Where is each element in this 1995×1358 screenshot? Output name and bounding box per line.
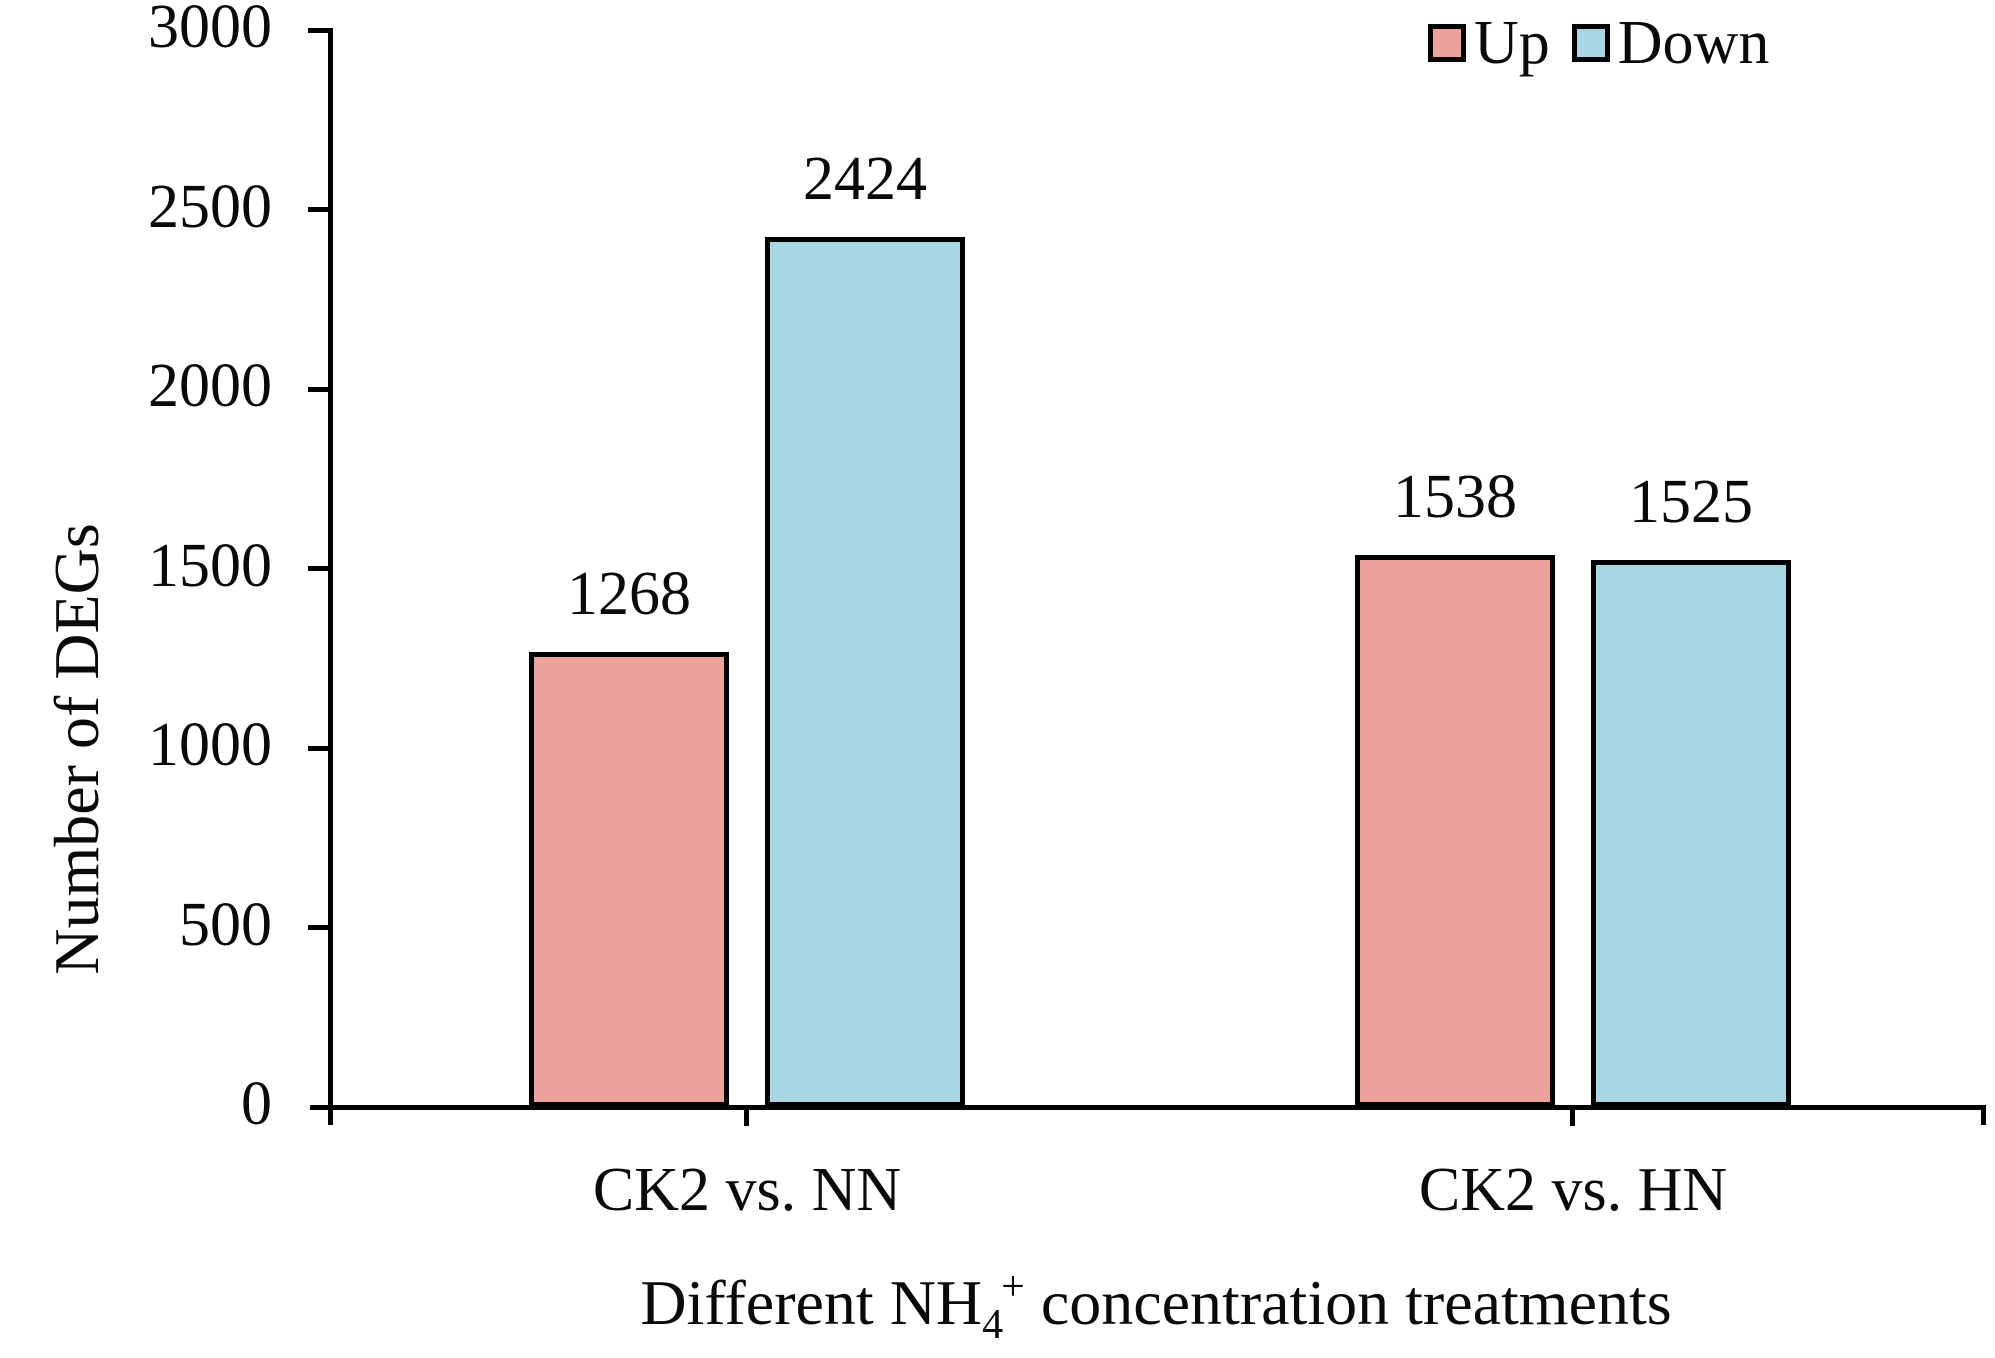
x-tick-mark — [744, 1110, 749, 1126]
bar-down-1 — [765, 237, 965, 1107]
y-tick-label: 2000 — [148, 352, 272, 420]
y-axis-line — [328, 28, 333, 1125]
legend-label-down: Down — [1617, 9, 1770, 77]
y-tick-label: 500 — [179, 891, 272, 959]
legend-item-down: Down — [1571, 9, 1770, 77]
y-tick-mark — [308, 28, 330, 33]
y-tick-mark — [308, 566, 330, 571]
y-tick-mark — [308, 207, 330, 212]
bar-value-label: 1538 — [1393, 463, 1517, 531]
y-tick-label: 1000 — [148, 711, 272, 779]
x-axis-title-text-suffix: concentration treatments — [1024, 1267, 1672, 1338]
legend-label-up: Up — [1474, 9, 1550, 77]
y-tick-label: 0 — [241, 1070, 272, 1138]
bar-value-label: 1268 — [567, 560, 691, 628]
bar-up-1 — [529, 652, 729, 1107]
x-axis-title-superscript: + — [1001, 1264, 1025, 1310]
bar-down-2 — [1591, 560, 1791, 1107]
legend-swatch-up — [1428, 24, 1466, 62]
y-tick-label: 2500 — [148, 173, 272, 241]
x-axis-title-subscript: 4 — [982, 1302, 1004, 1348]
legend-item-up: Up — [1428, 10, 1550, 76]
x-axis-title-text: Different NH — [640, 1267, 983, 1338]
x-axis-line — [310, 1105, 1986, 1110]
y-tick-mark — [308, 387, 330, 392]
y-tick-mark — [308, 925, 330, 930]
category-label: CK2 vs. NN — [592, 1156, 902, 1224]
category-label: CK2 vs. HN — [1418, 1156, 1728, 1224]
y-tick-label: 3000 — [148, 0, 272, 61]
bar-value-label: 2424 — [803, 145, 927, 213]
y-tick-mark — [308, 746, 330, 751]
bar-up-2 — [1355, 555, 1555, 1107]
x-axis-end-tick — [1981, 1105, 1986, 1125]
bar-value-label: 1525 — [1629, 468, 1753, 536]
x-tick-mark — [1570, 1110, 1575, 1126]
x-axis-title: Different NH4+ concentration treatments — [556, 1266, 1756, 1346]
legend-swatch-down — [1571, 24, 1610, 62]
legend: Up Down — [1428, 10, 1769, 76]
y-tick-label: 1500 — [148, 532, 272, 600]
